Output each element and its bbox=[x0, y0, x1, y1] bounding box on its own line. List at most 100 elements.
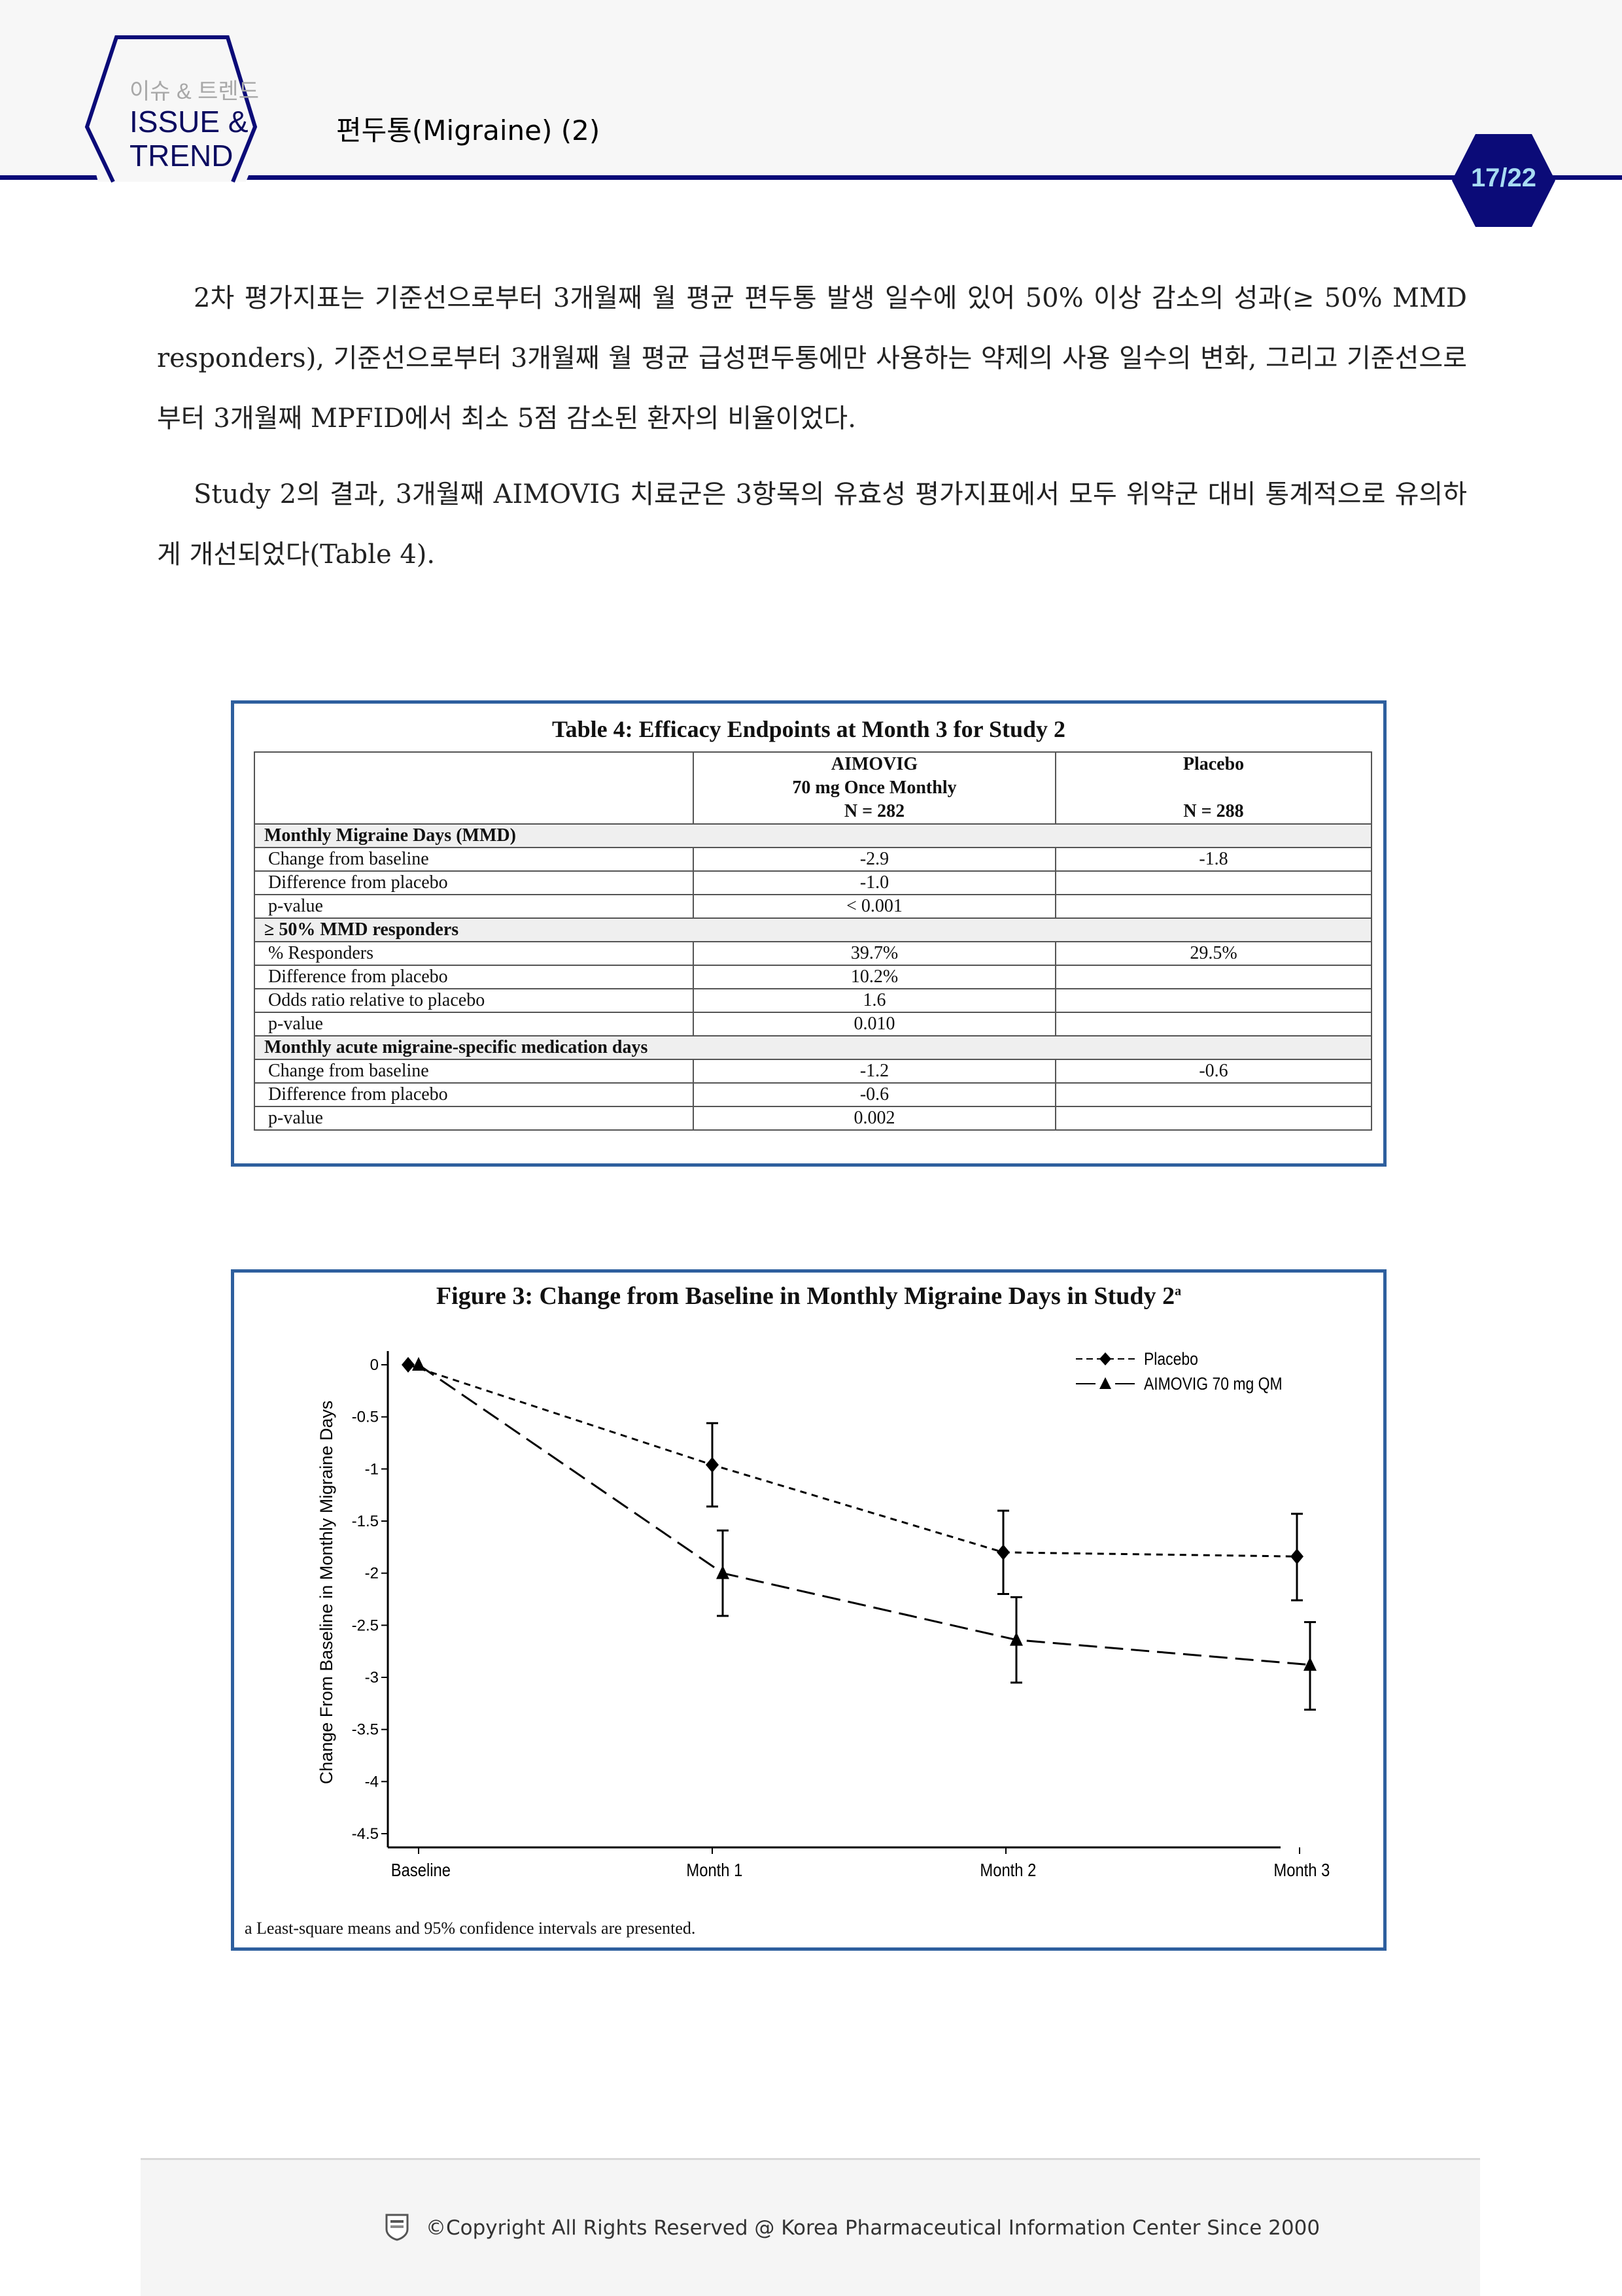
row-label: Odds ratio relative to placebo bbox=[254, 988, 694, 1013]
row-label: Difference from placebo bbox=[254, 1082, 694, 1107]
y-tick-label: -1 bbox=[365, 1460, 379, 1478]
y-tick-label: -2.5 bbox=[352, 1617, 379, 1634]
aimovig-value: 0.002 bbox=[693, 1106, 1056, 1131]
placebo-value bbox=[1055, 894, 1372, 919]
data-point-triangle bbox=[716, 1565, 729, 1579]
table-row: Difference from placebo -0.6 bbox=[254, 1082, 1372, 1107]
data-point-diamond bbox=[706, 1456, 719, 1473]
table-section-row: Monthly Migraine Days (MMD) bbox=[254, 823, 1372, 848]
data-point-triangle bbox=[412, 1357, 425, 1371]
header-placebo: Placebo N = 288 bbox=[1055, 751, 1372, 825]
section-label: ≥ 50% MMD responders bbox=[254, 917, 1372, 942]
logo-english-text: ISSUE & TREND bbox=[129, 105, 249, 173]
series-line-0 bbox=[407, 1363, 1298, 1558]
paragraph-2: Study 2의 결과, 3개월째 AIMOVIG 치료군은 3항목의 유효성 … bbox=[157, 464, 1467, 585]
table-row: p-value < 0.001 bbox=[254, 894, 1372, 919]
placebo-value bbox=[1055, 965, 1372, 989]
h3: N = 282 bbox=[844, 801, 905, 821]
legend-label: Placebo bbox=[1144, 1349, 1198, 1369]
y-tick-label: -2 bbox=[365, 1565, 379, 1583]
aimovig-value: -1.0 bbox=[693, 870, 1056, 895]
data-point-triangle bbox=[1303, 1656, 1317, 1671]
table-row: p-value 0.010 bbox=[254, 1012, 1372, 1037]
table-row: Difference from placebo -1.0 bbox=[254, 870, 1372, 895]
x-tick-label: Month 2 bbox=[980, 1859, 1036, 1880]
page-number: 17/22 bbox=[1470, 163, 1537, 192]
table-row: Difference from placebo 10.2% bbox=[254, 965, 1372, 989]
h1: Placebo bbox=[1182, 754, 1245, 774]
logo-korean-text: 이슈 & 트렌드 bbox=[129, 79, 259, 104]
x-tick-label: Baseline bbox=[391, 1859, 451, 1880]
section-label: Monthly acute migraine-specific medicati… bbox=[254, 1035, 1372, 1060]
paragraph-1-text: 2차 평가지표는 기준선으로부터 3개월째 월 평균 편두통 발생 일수에 있어… bbox=[157, 283, 1467, 434]
row-label: Change from baseline bbox=[254, 847, 694, 872]
row-label: p-value bbox=[254, 1012, 694, 1037]
y-tick-label: -4 bbox=[365, 1773, 379, 1791]
data-point-diamond bbox=[402, 1357, 415, 1373]
paragraph-1: 2차 평가지표는 기준선으로부터 3개월째 월 평균 편두통 발생 일수에 있어… bbox=[157, 268, 1467, 449]
table-title: Table 4: Efficacy Endpoints at Month 3 f… bbox=[551, 716, 1066, 742]
y-tick-label: -0.5 bbox=[352, 1409, 379, 1426]
figure-title-text: Figure 3: Change from Baseline in Monthl… bbox=[436, 1282, 1175, 1310]
header-empty bbox=[254, 751, 694, 825]
table-row: Odds ratio relative to placebo 1.6 bbox=[254, 988, 1372, 1013]
x-tick-label: Month 3 bbox=[1273, 1859, 1330, 1880]
page-number-badge bbox=[1452, 134, 1555, 227]
h2 bbox=[1056, 776, 1371, 800]
figure-title: Figure 3: Change from Baseline in Monthl… bbox=[234, 1282, 1383, 1311]
aimovig-value: -2.9 bbox=[693, 847, 1056, 872]
row-label: Difference from placebo bbox=[254, 870, 694, 895]
line-chart: 0 -0.5 -1 -1.5 -2 -2.5 -3 -3.5 -4 -4.5 Baseline Mon… bbox=[317, 1349, 1330, 1880]
placebo-value: -0.6 bbox=[1055, 1059, 1372, 1084]
y-tick-label: -1.5 bbox=[352, 1513, 379, 1530]
title-superscript: a bbox=[1175, 1284, 1182, 1299]
header-divider bbox=[0, 175, 1622, 180]
placebo-value bbox=[1055, 1082, 1372, 1107]
aimovig-value: -1.2 bbox=[693, 1059, 1056, 1084]
paragraph-2-text: Study 2의 결과, 3개월째 AIMOVIG 치료군은 3항목의 유효성 … bbox=[157, 479, 1467, 570]
data-point-diamond bbox=[1290, 1549, 1303, 1565]
placebo-value: 29.5% bbox=[1055, 941, 1372, 966]
aimovig-value: < 0.001 bbox=[693, 894, 1056, 919]
row-label: p-value bbox=[254, 894, 694, 919]
row-label: % Responders bbox=[254, 941, 694, 966]
table-header-row: AIMOVIG 70 mg Once Monthly N = 282 Placebo… bbox=[254, 751, 1372, 825]
table-row: Change from baseline -1.2 -0.6 bbox=[254, 1059, 1372, 1084]
placebo-value bbox=[1055, 1106, 1372, 1131]
logo-line1: ISSUE & bbox=[129, 105, 249, 139]
row-label: p-value bbox=[254, 1106, 694, 1131]
page-header bbox=[0, 0, 1622, 178]
logo-line2: TREND bbox=[129, 139, 233, 173]
placebo-value bbox=[1055, 1012, 1372, 1037]
y-tick-label: -3.5 bbox=[352, 1721, 379, 1739]
issue-trend-logo-frame bbox=[84, 35, 268, 183]
placebo-value: -1.8 bbox=[1055, 847, 1372, 872]
legend-label: AIMOVIG 70 mg QM bbox=[1144, 1374, 1283, 1394]
figure-3-box: Figure 3: Change from Baseline in Monthl… bbox=[231, 1269, 1387, 1951]
data-point-triangle bbox=[1010, 1632, 1023, 1646]
x-tick-label: Month 1 bbox=[686, 1859, 742, 1880]
h2: 70 mg Once Monthly bbox=[792, 778, 957, 798]
placebo-value bbox=[1055, 870, 1372, 895]
table-section-row: ≥ 50% MMD responders bbox=[254, 917, 1372, 942]
efficacy-table: AIMOVIG 70 mg Once Monthly N = 282 Placebo… bbox=[254, 751, 1372, 1131]
placebo-value bbox=[1055, 988, 1372, 1013]
copyright-text: ©Copyright All Rights Reserved @ Korea P… bbox=[426, 2216, 1320, 2240]
y-tick-label: -4.5 bbox=[352, 1825, 379, 1843]
header-aimovig: AIMOVIG 70 mg Once Monthly N = 282 bbox=[693, 751, 1056, 825]
h3: N = 288 bbox=[1183, 801, 1244, 821]
table-section-row: Monthly acute migraine-specific medicati… bbox=[254, 1035, 1372, 1060]
section-label: Monthly Migraine Days (MMD) bbox=[254, 823, 1372, 848]
table-row: % Responders 39.7% 29.5% bbox=[254, 941, 1372, 966]
figure-footnote: a Least-square means and 95% confidence … bbox=[245, 1919, 696, 1938]
aimovig-value: 1.6 bbox=[693, 988, 1056, 1013]
table-row: p-value 0.002 bbox=[254, 1106, 1372, 1131]
page-footer: ©Copyright All Rights Reserved @ Korea P… bbox=[141, 2158, 1480, 2296]
aimovig-value: 39.7% bbox=[693, 941, 1056, 966]
row-label: Change from baseline bbox=[254, 1059, 694, 1084]
y-tick-label: -3 bbox=[365, 1669, 379, 1687]
legend-diamond bbox=[1099, 1352, 1111, 1365]
kpic-emblem-icon bbox=[385, 2214, 409, 2241]
aimovig-value: -0.6 bbox=[693, 1082, 1056, 1107]
table-row: Change from baseline -2.9 -1.8 bbox=[254, 847, 1372, 872]
